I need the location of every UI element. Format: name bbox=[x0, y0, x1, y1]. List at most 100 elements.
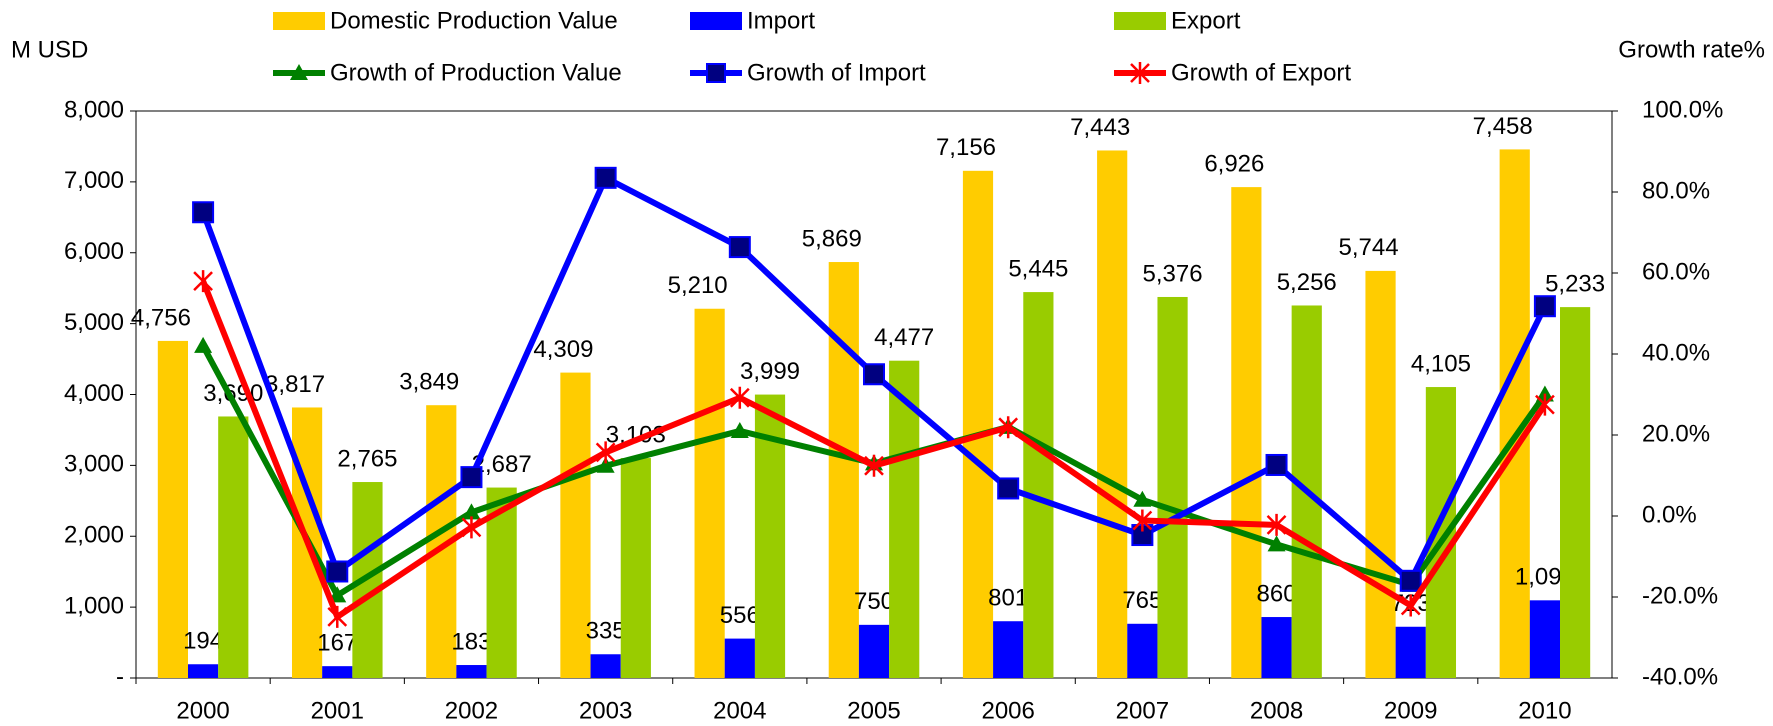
legend-label: Import bbox=[747, 7, 815, 34]
value-label: 5,376 bbox=[1143, 260, 1203, 287]
value-label: 765 bbox=[1122, 587, 1162, 614]
bar bbox=[724, 638, 755, 678]
marker bbox=[596, 456, 615, 473]
value-label: 750 bbox=[854, 588, 894, 615]
value-label: 194 bbox=[183, 628, 223, 655]
y2-tick-label: 20.0% bbox=[1642, 420, 1710, 447]
value-label: 4,477 bbox=[874, 324, 934, 351]
y2-axis-title: Growth rate% bbox=[1618, 36, 1765, 63]
bar bbox=[1365, 270, 1396, 678]
x-tick-label: 2001 bbox=[311, 697, 364, 724]
y-tick-label: 3,000 bbox=[64, 451, 124, 478]
bar bbox=[218, 416, 249, 678]
value-label: 7,156 bbox=[936, 134, 996, 161]
marker bbox=[1399, 569, 1422, 592]
bar bbox=[1499, 149, 1530, 678]
y-tick-label: - bbox=[116, 663, 124, 690]
bar bbox=[858, 624, 890, 678]
value-label: 4,105 bbox=[1411, 350, 1471, 377]
legend-label: Domestic Production Value bbox=[330, 7, 618, 34]
legend-label: Growth of Export bbox=[1171, 59, 1351, 86]
marker bbox=[1535, 385, 1554, 402]
legend-swatch bbox=[273, 12, 325, 30]
bar bbox=[1023, 292, 1054, 678]
x-tick-label: 2007 bbox=[1116, 697, 1169, 724]
x-tick-label: 2005 bbox=[847, 697, 900, 724]
bar bbox=[694, 308, 725, 678]
bar bbox=[1127, 623, 1158, 678]
value-label: 860 bbox=[1257, 580, 1297, 607]
value-label: 3,849 bbox=[399, 369, 459, 396]
bar bbox=[590, 654, 621, 678]
bar bbox=[322, 666, 353, 678]
bar bbox=[1231, 187, 1262, 678]
y-tick-label: 8,000 bbox=[64, 96, 124, 123]
value-label: 4,756 bbox=[131, 304, 191, 331]
marker bbox=[460, 466, 483, 489]
marker bbox=[864, 454, 884, 477]
marker bbox=[462, 503, 481, 520]
marker bbox=[863, 363, 885, 386]
value-label: 5,210 bbox=[668, 272, 728, 299]
x-tick-label: 2009 bbox=[1384, 697, 1437, 724]
marker bbox=[461, 516, 482, 539]
x-tick-label: 2000 bbox=[176, 697, 229, 724]
y2-tick-label: -40.0% bbox=[1642, 663, 1718, 690]
y2-tick-label: 60.0% bbox=[1642, 258, 1710, 285]
y2-tick-label: -20.0% bbox=[1642, 582, 1718, 609]
marker bbox=[730, 421, 749, 438]
marker bbox=[192, 201, 215, 224]
value-label: 6,926 bbox=[1204, 150, 1264, 177]
legend-label: Growth of Production Value bbox=[330, 59, 622, 86]
bar bbox=[828, 262, 859, 678]
legend-swatch bbox=[1114, 12, 1166, 30]
bar bbox=[1395, 626, 1426, 678]
marker bbox=[594, 166, 617, 189]
bar bbox=[456, 665, 487, 678]
marker bbox=[326, 560, 349, 583]
bar bbox=[1529, 600, 1561, 678]
value-label: 4,309 bbox=[533, 336, 593, 363]
bar bbox=[962, 170, 994, 679]
legend-label: Growth of Import bbox=[747, 59, 926, 86]
marker bbox=[1535, 393, 1555, 416]
marker bbox=[595, 441, 616, 464]
marker bbox=[1266, 513, 1287, 536]
y-tick-label: 6,000 bbox=[64, 238, 124, 265]
y2-tick-label: 0.0% bbox=[1642, 501, 1697, 528]
bar bbox=[889, 360, 920, 678]
x-tick-label: 2010 bbox=[1518, 697, 1571, 724]
legend-marker bbox=[1130, 62, 1150, 84]
marker bbox=[728, 236, 751, 259]
value-label: 335 bbox=[586, 618, 626, 645]
value-label: 801 bbox=[988, 585, 1028, 612]
value-label: 5,744 bbox=[1339, 234, 1399, 261]
marker bbox=[997, 477, 1020, 500]
y2-tick-label: 100.0% bbox=[1642, 96, 1723, 123]
bar bbox=[187, 664, 219, 678]
legend-swatch bbox=[690, 12, 742, 30]
value-label: 2,765 bbox=[337, 445, 397, 472]
marker bbox=[1132, 509, 1153, 532]
marker bbox=[1265, 453, 1288, 476]
marker bbox=[327, 605, 348, 628]
value-label: 7,443 bbox=[1070, 114, 1130, 141]
y-tick-label: 7,000 bbox=[64, 167, 124, 194]
bar bbox=[993, 621, 1024, 678]
y-tick-label: 2,000 bbox=[64, 522, 124, 549]
value-label: 5,445 bbox=[1008, 255, 1068, 282]
y2-tick-label: 40.0% bbox=[1642, 339, 1710, 366]
bar bbox=[157, 340, 188, 678]
bar bbox=[1425, 387, 1457, 678]
legend-label: Export bbox=[1171, 7, 1241, 34]
bar bbox=[560, 372, 591, 678]
y-tick-label: 4,000 bbox=[64, 380, 124, 407]
marker bbox=[729, 386, 750, 409]
marker bbox=[1533, 295, 1556, 318]
bar bbox=[620, 458, 651, 678]
y-tick-label: 5,000 bbox=[64, 309, 124, 336]
legend-marker bbox=[706, 63, 726, 83]
value-label: 5,233 bbox=[1545, 270, 1605, 297]
x-tick-label: 2006 bbox=[981, 697, 1034, 724]
